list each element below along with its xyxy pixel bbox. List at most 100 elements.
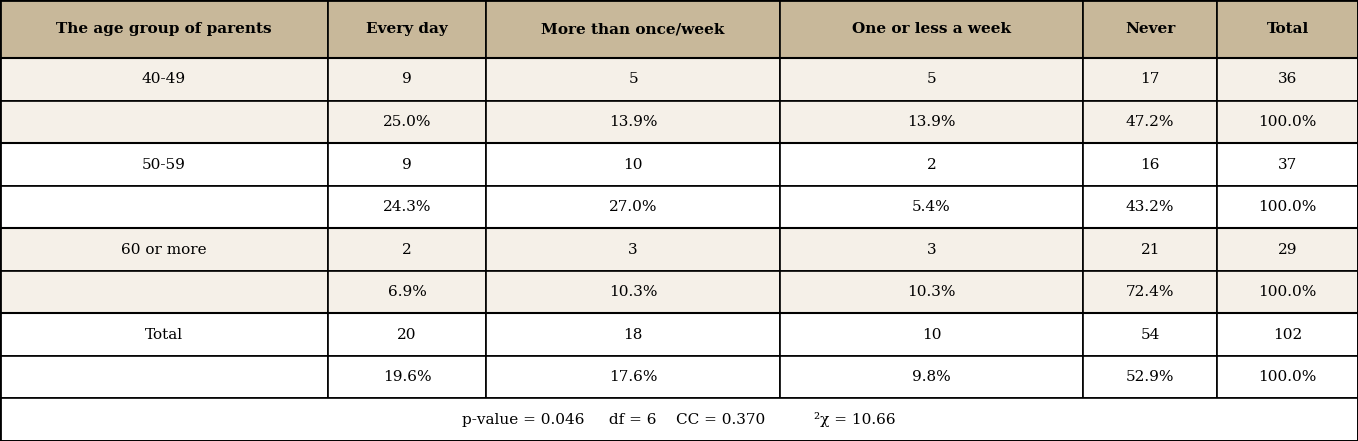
Text: 2: 2 [926, 157, 936, 172]
Text: 17.6%: 17.6% [608, 370, 657, 384]
Bar [0, 186, 327, 228]
Text: 17: 17 [1141, 72, 1160, 86]
Text: 100.0%: 100.0% [1259, 370, 1317, 384]
Bar [1082, 58, 1217, 101]
Bar [327, 228, 486, 271]
Text: 72.4%: 72.4% [1126, 285, 1175, 299]
Bar [0, 0, 327, 58]
Bar [486, 101, 779, 143]
Text: 5: 5 [926, 72, 936, 86]
Bar [486, 0, 779, 58]
Text: p-value = 0.046     df = 6    CC = 0.370          ²χ = 10.66: p-value = 0.046 df = 6 CC = 0.370 ²χ = 1… [462, 412, 896, 427]
Bar [1217, 228, 1358, 271]
Bar [327, 356, 486, 399]
Bar [0, 314, 327, 356]
Text: Never: Never [1124, 22, 1175, 36]
Text: 5.4%: 5.4% [913, 200, 951, 214]
Bar [1217, 271, 1358, 314]
Bar [0, 101, 327, 143]
Text: 100.0%: 100.0% [1259, 285, 1317, 299]
Bar [779, 58, 1082, 101]
Bar [779, 271, 1082, 314]
Text: 2: 2 [402, 243, 411, 257]
Bar [327, 143, 486, 186]
Text: 24.3%: 24.3% [383, 200, 432, 214]
Bar [1217, 314, 1358, 356]
Bar [0, 399, 1358, 441]
Bar [0, 58, 327, 101]
Bar [1082, 314, 1217, 356]
Text: 43.2%: 43.2% [1126, 200, 1175, 214]
Text: 10: 10 [623, 157, 642, 172]
Bar [1082, 186, 1217, 228]
Text: 6.9%: 6.9% [387, 285, 426, 299]
Text: 9: 9 [402, 157, 411, 172]
Bar [779, 228, 1082, 271]
Text: 3: 3 [629, 243, 638, 257]
Text: 13.9%: 13.9% [907, 115, 956, 129]
Bar [0, 271, 327, 314]
Text: Total: Total [1267, 22, 1309, 36]
Bar [0, 143, 327, 186]
Bar [327, 0, 486, 58]
Bar [779, 186, 1082, 228]
Text: 20: 20 [398, 328, 417, 342]
Bar [486, 356, 779, 399]
Text: 9: 9 [402, 72, 411, 86]
Bar [486, 186, 779, 228]
Text: More than once/week: More than once/week [542, 22, 725, 36]
Text: 5: 5 [629, 72, 638, 86]
Text: 50-59: 50-59 [141, 157, 186, 172]
Text: 102: 102 [1272, 328, 1302, 342]
Bar [1217, 356, 1358, 399]
Text: Every day: Every day [367, 22, 448, 36]
Bar [1082, 228, 1217, 271]
Text: 100.0%: 100.0% [1259, 115, 1317, 129]
Text: 25.0%: 25.0% [383, 115, 432, 129]
Bar [486, 271, 779, 314]
Text: 52.9%: 52.9% [1126, 370, 1175, 384]
Bar [779, 143, 1082, 186]
Text: Total: Total [145, 328, 183, 342]
Text: 54: 54 [1141, 328, 1160, 342]
Bar [0, 228, 327, 271]
Text: One or less a week: One or less a week [851, 22, 1010, 36]
Text: 37: 37 [1278, 157, 1297, 172]
Bar [779, 101, 1082, 143]
Text: 40-49: 40-49 [141, 72, 186, 86]
Text: 36: 36 [1278, 72, 1297, 86]
Bar [327, 58, 486, 101]
Bar [1082, 271, 1217, 314]
Text: 60 or more: 60 or more [121, 243, 206, 257]
Bar [1082, 143, 1217, 186]
Text: 21: 21 [1141, 243, 1160, 257]
Bar [327, 271, 486, 314]
Text: 47.2%: 47.2% [1126, 115, 1175, 129]
Bar [1217, 58, 1358, 101]
Text: 18: 18 [623, 328, 642, 342]
Bar [779, 314, 1082, 356]
Bar [779, 356, 1082, 399]
Text: 3: 3 [926, 243, 936, 257]
Bar [1217, 186, 1358, 228]
Bar [327, 314, 486, 356]
Bar [1082, 0, 1217, 58]
Bar [0, 356, 327, 399]
Bar [486, 143, 779, 186]
Bar [486, 314, 779, 356]
Text: 27.0%: 27.0% [608, 200, 657, 214]
Bar [779, 0, 1082, 58]
Text: 10.3%: 10.3% [608, 285, 657, 299]
Bar [1082, 101, 1217, 143]
Text: 9.8%: 9.8% [913, 370, 951, 384]
Text: 10.3%: 10.3% [907, 285, 956, 299]
Text: 16: 16 [1141, 157, 1160, 172]
Text: The age group of parents: The age group of parents [56, 22, 272, 36]
Text: 29: 29 [1278, 243, 1297, 257]
Bar [327, 186, 486, 228]
Text: 10: 10 [922, 328, 941, 342]
Bar [1217, 143, 1358, 186]
Bar [1217, 0, 1358, 58]
Bar [1082, 356, 1217, 399]
Bar [486, 58, 779, 101]
